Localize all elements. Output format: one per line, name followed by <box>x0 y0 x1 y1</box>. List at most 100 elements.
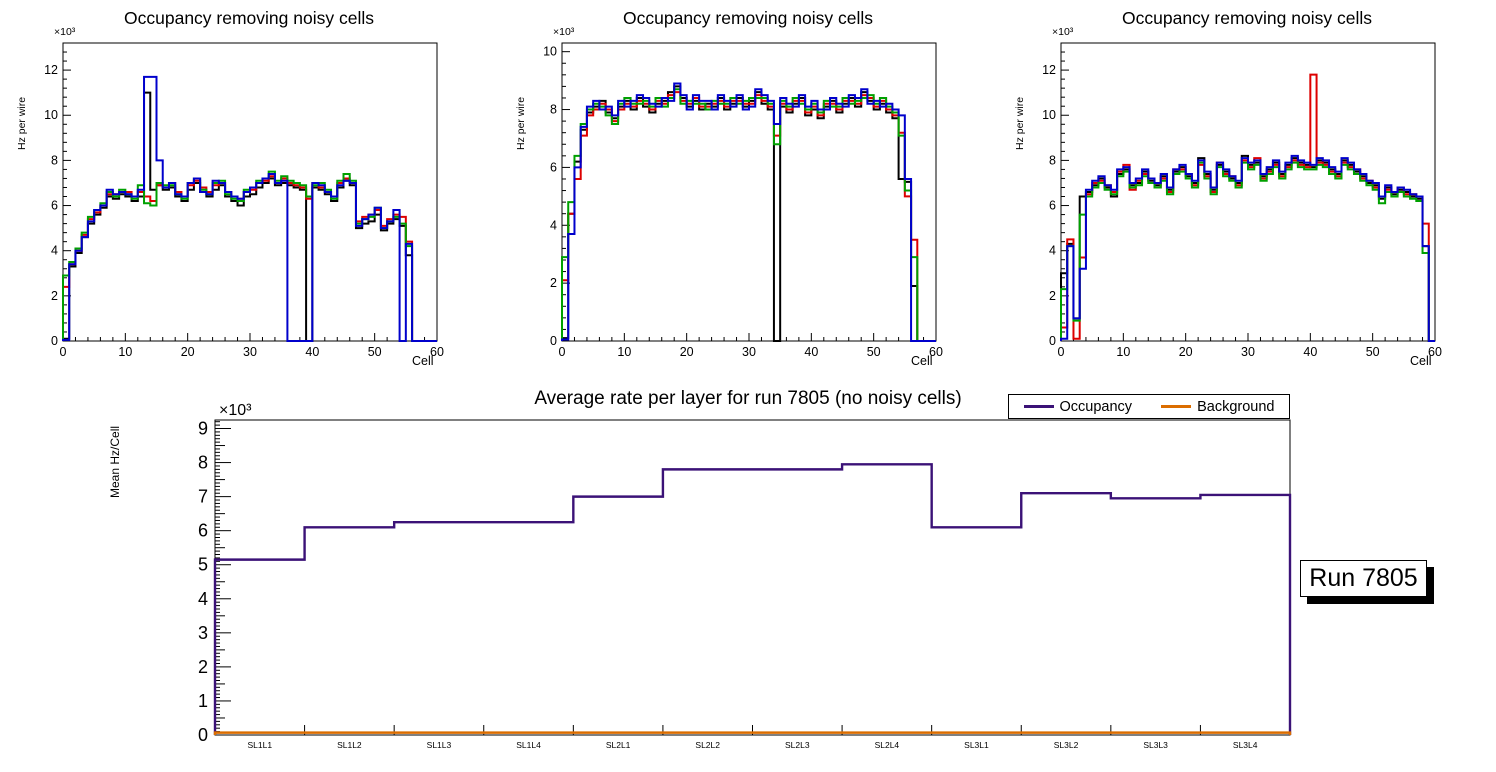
series-Background <box>213 731 1292 735</box>
x-tick-label: 20 <box>1179 345 1193 359</box>
y-tick-label: 9 <box>198 419 208 439</box>
occupancy-chart-1-plot-area: 0 10 20 30 40 50 60 0 2 4 6 8 10 12 <box>44 42 444 359</box>
y-tick-label: 6 <box>550 160 557 174</box>
series-blue <box>561 82 936 342</box>
series-red <box>1060 73 1435 342</box>
y-tick-label: 4 <box>198 589 208 609</box>
average-rate-chart: 0 1 2 3 4 5 6 7 8 9 SL1L1 SL1L2 SL1L3 SL1L4 SL2L1 SL2L2… <box>0 380 1496 772</box>
y-tick-label: 2 <box>51 289 58 303</box>
y-tick-label: 0 <box>550 334 557 348</box>
y-tick-label: 2 <box>1049 289 1056 303</box>
y-tick-label: 8 <box>198 453 208 473</box>
plot-frame <box>561 42 937 342</box>
y-tick-label: 2 <box>550 276 557 290</box>
x-tick-label: 30 <box>742 345 756 359</box>
series-green <box>561 88 936 342</box>
x-tick-label: 50 <box>867 345 881 359</box>
x-tick-label: 10 <box>1116 345 1130 359</box>
x-category-label: SL2L2 <box>695 740 720 750</box>
y-tick-label: 0 <box>198 725 208 745</box>
x-tick-label: 0 <box>559 345 566 359</box>
x-tick-label: 20 <box>680 345 694 359</box>
y-axis-title: Hz per wire <box>515 96 527 150</box>
x-category-label: SL3L3 <box>1143 740 1168 750</box>
x-tick-label: 40 <box>1303 345 1317 359</box>
y-tick-label: 1 <box>198 691 208 711</box>
y-tick-label: 10 <box>543 45 557 59</box>
y-axis-power-label: ×10³ <box>553 26 575 38</box>
y-tick-label: 8 <box>51 153 58 167</box>
x-tick-label: 40 <box>305 345 319 359</box>
x-category-label: SL3L4 <box>1233 740 1258 750</box>
legend: Occupancy Background <box>1008 394 1290 419</box>
y-tick-label: 0 <box>51 334 58 348</box>
y-tick-label: 6 <box>1049 199 1056 213</box>
series-Occupancy <box>213 463 1292 735</box>
x-axis-title: Cell <box>412 354 434 368</box>
x-category-label: SL2L1 <box>606 740 631 750</box>
y-tick-label: 3 <box>198 623 208 643</box>
y-axis-power-label: ×10³ <box>1052 26 1074 38</box>
series-blue <box>62 75 437 342</box>
y-tick-label: 4 <box>550 218 557 232</box>
chart-title: Average rate per layer for run 7805 (no … <box>534 388 962 409</box>
chart-title: Occupancy removing noisy cells <box>1122 8 1372 28</box>
x-tick-label: 40 <box>804 345 818 359</box>
occupancy-line-swatch <box>1023 405 1054 408</box>
y-tick-label: 5 <box>198 555 208 575</box>
x-category-label: SL1L3 <box>427 740 452 750</box>
legend-label: Background <box>1197 398 1275 415</box>
x-tick-label: 30 <box>243 345 257 359</box>
run-label-box: Run 7805 <box>1300 560 1427 597</box>
y-tick-label: 6 <box>51 199 58 213</box>
y-tick-label: 8 <box>550 103 557 117</box>
y-tick-label: 2 <box>198 657 208 677</box>
occupancy-chart-2: 0 10 20 30 40 50 60 0 2 4 6 8 10 Occupancy removing … <box>499 0 997 380</box>
y-axis-title: Hz per wire <box>16 96 28 150</box>
y-axis-power-label: ×10³ <box>219 402 252 419</box>
x-category-label: SL3L2 <box>1054 740 1079 750</box>
occupancy-chart-3: 0 10 20 30 40 50 60 0 2 4 6 8 10 12 Occupancy removin… <box>998 0 1496 380</box>
x-category-label: SL1L4 <box>516 740 541 750</box>
chart-title: Occupancy removing noisy cells <box>124 8 374 28</box>
x-category-label: SL1L2 <box>337 740 362 750</box>
y-tick-label: 6 <box>198 521 208 541</box>
background-line-swatch <box>1161 405 1192 408</box>
x-category-label: SL1L1 <box>247 740 272 750</box>
occupancy-chart-1: 0 10 20 30 40 50 60 0 2 4 6 8 10 12 Occupancy removin… <box>0 0 498 380</box>
plot-frame <box>214 419 1291 736</box>
y-tick-label: 7 <box>198 487 208 507</box>
series-green <box>1060 161 1435 342</box>
occupancy-chart-3-plot-area: 0 10 20 30 40 50 60 0 2 4 6 8 10 12 <box>1042 42 1442 359</box>
y-tick-label: 0 <box>1049 334 1056 348</box>
x-tick-label: 0 <box>1058 345 1065 359</box>
x-tick-label: 50 <box>368 345 382 359</box>
y-tick-label: 12 <box>1042 63 1056 77</box>
y-axis-title: Hz per wire <box>1014 96 1026 150</box>
y-axis-title: Mean Hz/Cell <box>108 425 122 498</box>
y-axis-power-label: ×10³ <box>54 26 76 38</box>
series-blue <box>1060 154 1435 342</box>
x-tick-label: 10 <box>118 345 132 359</box>
run-label: Run 7805 <box>1309 564 1418 592</box>
y-tick-label: 8 <box>1049 153 1056 167</box>
y-tick-label: 4 <box>51 244 58 258</box>
average-rate-plot-area: 0 1 2 3 4 5 6 7 8 9 SL1L1 SL1L2 SL1L3 SL1L4 SL2L1 SL2L2… <box>198 419 1292 750</box>
legend-entry-background: Background <box>1161 399 1274 415</box>
occupancy-chart-2-plot-area: 0 10 20 30 40 50 60 0 2 4 6 8 10 <box>543 42 943 359</box>
x-tick-label: 60 <box>929 345 943 359</box>
y-tick-label: 10 <box>44 108 58 122</box>
x-category-label: SL3L1 <box>964 740 989 750</box>
x-tick-label: 60 <box>1428 345 1442 359</box>
legend-entry-occupancy: Occupancy <box>1023 398 1133 415</box>
x-tick-label: 10 <box>617 345 631 359</box>
x-tick-label: 30 <box>1241 345 1255 359</box>
series-red <box>62 175 437 342</box>
y-tick-label: 4 <box>1049 244 1056 258</box>
x-tick-label: 20 <box>181 345 195 359</box>
x-axis-title: Cell <box>911 354 933 368</box>
y-tick-label: 10 <box>1042 108 1056 122</box>
legend-label: Occupancy <box>1059 398 1133 415</box>
x-tick-label: 0 <box>60 345 67 359</box>
